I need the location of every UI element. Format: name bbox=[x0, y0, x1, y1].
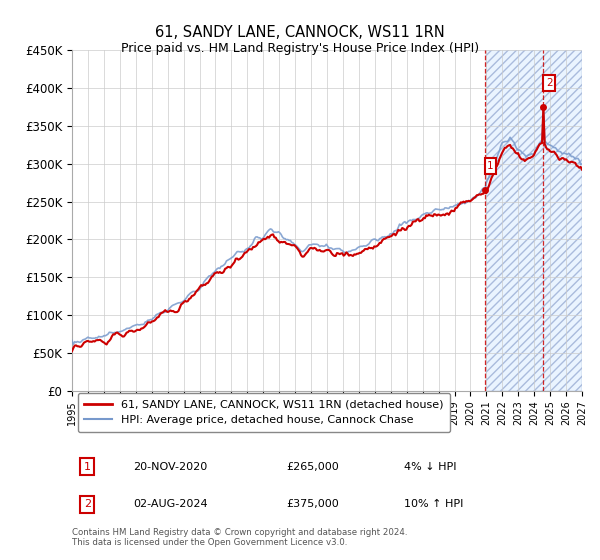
Text: 10% ↑ HPI: 10% ↑ HPI bbox=[404, 500, 463, 510]
Legend: 61, SANDY LANE, CANNOCK, WS11 1RN (detached house), HPI: Average price, detached: 61, SANDY LANE, CANNOCK, WS11 1RN (detac… bbox=[77, 393, 450, 432]
Bar bbox=[487, 50, 582, 390]
Text: £375,000: £375,000 bbox=[286, 500, 339, 510]
Text: 2: 2 bbox=[546, 78, 553, 88]
Text: 1: 1 bbox=[487, 161, 494, 171]
Text: 20-NOV-2020: 20-NOV-2020 bbox=[133, 461, 208, 472]
Text: 1: 1 bbox=[84, 461, 91, 472]
Text: Price paid vs. HM Land Registry's House Price Index (HPI): Price paid vs. HM Land Registry's House … bbox=[121, 42, 479, 55]
Text: 2: 2 bbox=[84, 500, 91, 510]
Text: 61, SANDY LANE, CANNOCK, WS11 1RN: 61, SANDY LANE, CANNOCK, WS11 1RN bbox=[155, 25, 445, 40]
Bar bbox=[487, 50, 582, 390]
Text: Contains HM Land Registry data © Crown copyright and database right 2024.
This d: Contains HM Land Registry data © Crown c… bbox=[72, 528, 407, 547]
Text: £265,000: £265,000 bbox=[286, 461, 339, 472]
Text: 4% ↓ HPI: 4% ↓ HPI bbox=[404, 461, 456, 472]
Text: 02-AUG-2024: 02-AUG-2024 bbox=[133, 500, 208, 510]
